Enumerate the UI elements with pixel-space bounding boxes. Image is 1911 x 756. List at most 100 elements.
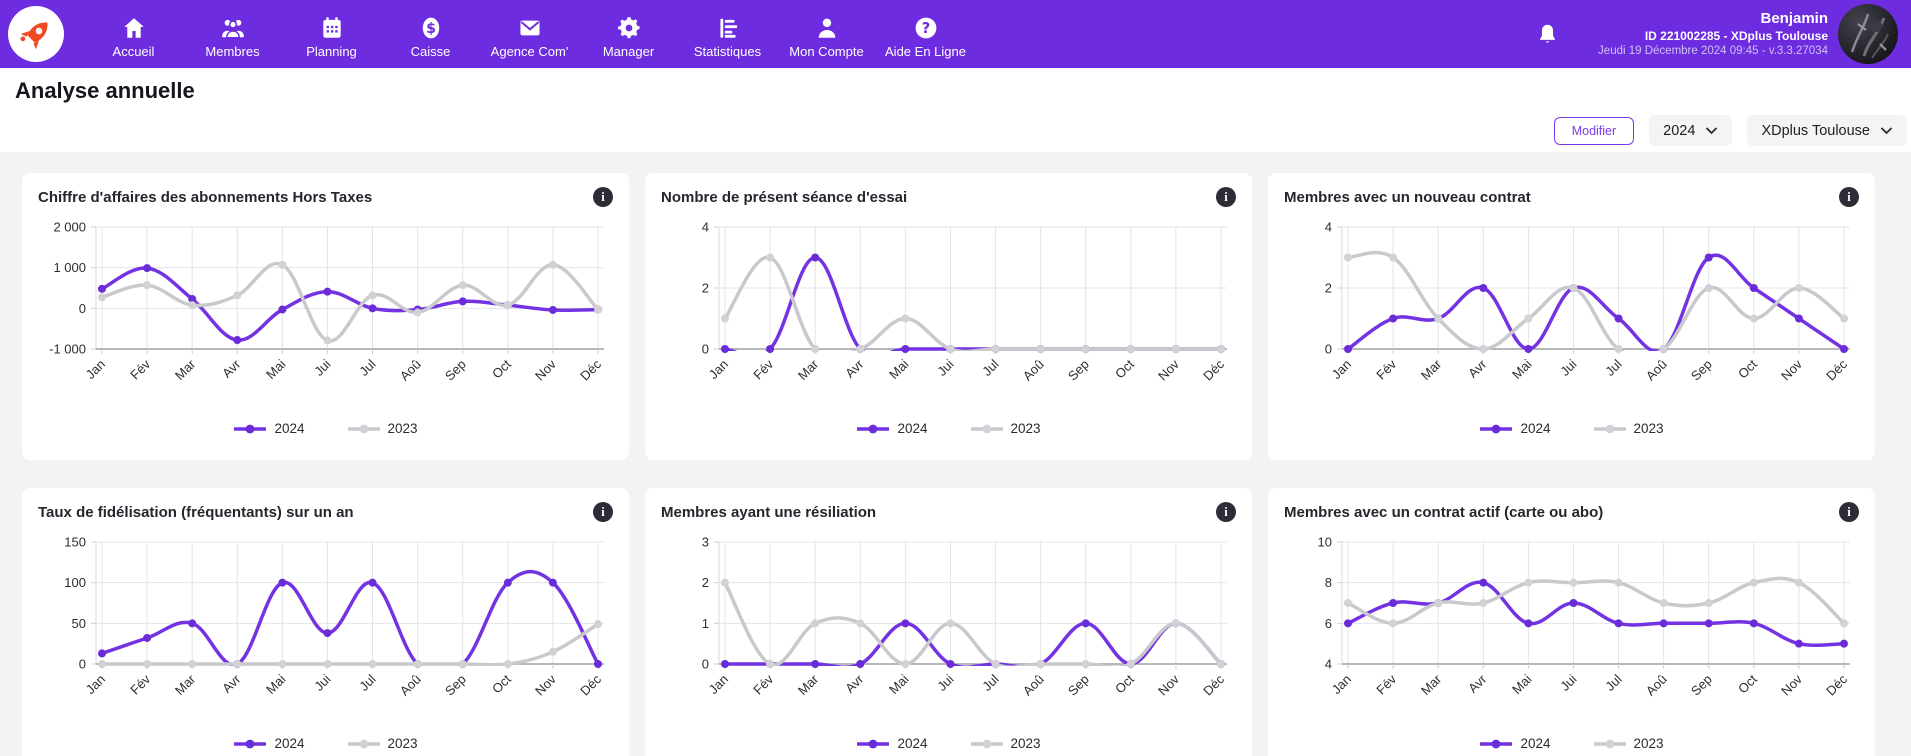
legend-item-2023[interactable]: 2023 (970, 421, 1041, 436)
svg-text:Jul: Jul (356, 671, 378, 693)
info-icon[interactable]: i (593, 502, 613, 522)
info-icon[interactable]: i (1839, 187, 1859, 207)
chart-title: Membres ayant une résiliation (661, 503, 877, 521)
svg-text:Aoû: Aoû (1643, 672, 1670, 699)
chart-card: Taux de fidélisation (fréquentants) sur … (22, 488, 629, 756)
svg-text:0: 0 (1325, 342, 1332, 357)
site-select[interactable]: XDplus Toulouse (1747, 115, 1907, 146)
legend-label: 2024 (274, 736, 305, 751)
legend-label: 2023 (1010, 736, 1041, 751)
chart-card-header: Membres avec un contrat actif (carte ou … (1284, 500, 1859, 524)
legend-item-2024[interactable]: 2024 (1479, 736, 1551, 751)
user-name: Benjamin (1760, 9, 1828, 27)
svg-text:Nov: Nov (532, 671, 559, 698)
svg-text:Nov: Nov (532, 356, 559, 383)
svg-text:Oct: Oct (1735, 356, 1760, 381)
svg-text:Mai: Mai (886, 671, 911, 696)
modify-button[interactable]: Modifier (1553, 116, 1635, 145)
nav-item-caisse[interactable]: $ Caisse (381, 9, 480, 59)
legend-swatch (970, 424, 1003, 433)
nav-item-membres[interactable]: Membres (183, 9, 282, 59)
charts-section: Chiffre d'affaires des abonnements Hors … (0, 152, 1911, 756)
nav-item-label: Planning (306, 44, 357, 59)
svg-text:$: $ (426, 21, 436, 37)
notifications-button[interactable] (1535, 22, 1560, 47)
charts-grid: Chiffre d'affaires des abonnements Hors … (22, 173, 1877, 756)
svg-text:Fév: Fév (127, 671, 153, 697)
info-icon[interactable]: i (1216, 187, 1236, 207)
svg-text:Mai: Mai (886, 356, 911, 381)
svg-text:Avr: Avr (219, 356, 244, 381)
svg-text:Sep: Sep (1065, 357, 1092, 384)
nav-item-aide-en-ligne[interactable]: ? Aide En Ligne (876, 9, 975, 59)
app-header: Accueil Membres (0, 0, 1911, 68)
svg-text:Aoû: Aoû (397, 357, 424, 384)
rocket-icon (20, 22, 48, 50)
nav-item-mon-compte[interactable]: Mon Compte (777, 9, 876, 59)
legend-swatch (857, 424, 890, 433)
chart-title: Membres avec un nouveau contrat (1284, 188, 1531, 206)
legend-swatch (1593, 424, 1626, 433)
svg-text:Mai: Mai (263, 671, 288, 696)
legend-swatch (347, 739, 380, 748)
svg-text:Mai: Mai (1509, 671, 1534, 696)
svg-text:Mar: Mar (795, 671, 822, 698)
svg-text:6: 6 (1325, 616, 1332, 631)
nav-item-accueil[interactable]: Accueil (84, 9, 183, 59)
legend-item-2023[interactable]: 2023 (347, 736, 418, 751)
legend-item-2024[interactable]: 2024 (233, 736, 305, 751)
svg-text:2 000: 2 000 (53, 220, 86, 235)
info-icon[interactable]: i (593, 187, 613, 207)
svg-text:Avr: Avr (842, 671, 867, 696)
svg-text:Jul: Jul (1602, 671, 1624, 693)
chart-card: Nombre de présent séance d'essai i 4 2 0 Ja… (645, 173, 1252, 460)
svg-text:2: 2 (702, 575, 709, 590)
svg-text:4: 4 (1325, 220, 1332, 235)
svg-text:Avr: Avr (219, 671, 244, 696)
envelope-icon (517, 13, 543, 41)
svg-text:Jui: Jui (311, 356, 333, 378)
legend-item-2023[interactable]: 2023 (347, 421, 418, 436)
svg-text:Déc: Déc (1200, 356, 1227, 383)
svg-text:Jan: Jan (706, 357, 731, 382)
calendar-icon (319, 13, 345, 41)
year-select[interactable]: 2024 (1649, 115, 1733, 146)
legend-item-2024[interactable]: 2024 (856, 736, 928, 751)
svg-text:100: 100 (64, 575, 86, 590)
nav-item-label: Mon Compte (789, 44, 864, 59)
chart-card-header: Taux de fidélisation (fréquentants) sur … (38, 500, 613, 524)
chevron-down-icon (1706, 126, 1718, 134)
nav-item-label: Caisse (410, 44, 451, 59)
legend-item-2024[interactable]: 2024 (233, 421, 305, 436)
svg-text:Déc: Déc (577, 356, 604, 383)
svg-text:Oct: Oct (489, 356, 514, 381)
legend-item-2024[interactable]: 2024 (1479, 421, 1551, 436)
legend-item-2024[interactable]: 2024 (856, 421, 928, 436)
svg-text:2: 2 (702, 281, 709, 296)
info-icon[interactable]: i (1839, 502, 1859, 522)
nav-item-statistiques[interactable]: Statistiques (678, 9, 777, 59)
legend-label: 2024 (1520, 736, 1551, 751)
legend-label: 2023 (387, 421, 418, 436)
legend-item-2023[interactable]: 2023 (1593, 736, 1664, 751)
svg-text:Jan: Jan (1329, 672, 1354, 697)
legend-item-2023[interactable]: 2023 (970, 736, 1041, 751)
svg-text:Avr: Avr (842, 356, 867, 381)
nav-item-manager[interactable]: Manager (579, 9, 678, 59)
app-logo[interactable] (8, 6, 64, 62)
svg-text:Déc: Déc (1823, 356, 1850, 383)
controls-row: Modifier 2024 XDplus Toulouse (1553, 115, 1907, 146)
nav-item-agence-com[interactable]: Agence Com' (480, 9, 579, 59)
legend-item-2023[interactable]: 2023 (1593, 421, 1664, 436)
user-icon (814, 13, 840, 41)
nav-item-planning[interactable]: Planning (282, 9, 381, 59)
svg-text:Jan: Jan (706, 672, 731, 697)
avatar[interactable] (1838, 4, 1898, 64)
info-icon[interactable]: i (1216, 502, 1236, 522)
